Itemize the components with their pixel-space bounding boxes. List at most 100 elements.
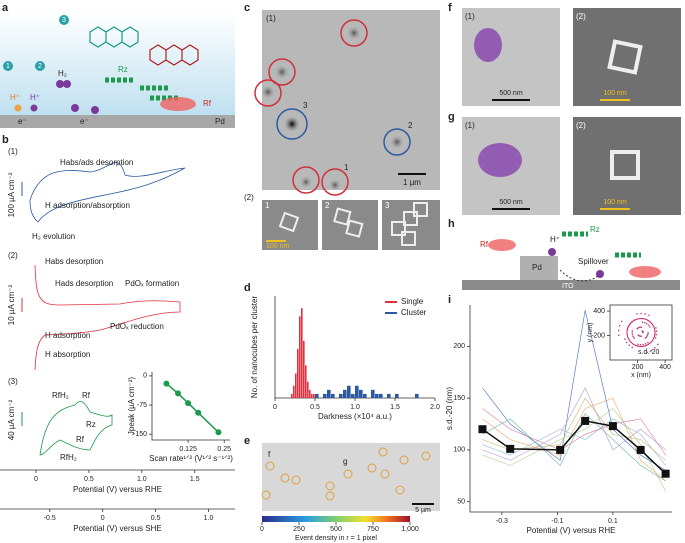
x-tick-label: 0 [260, 526, 264, 533]
localization [646, 335, 649, 337]
x-axis-label: Darkness (×10⁴ a.u.) [318, 412, 392, 421]
molecule-label: H₂ [58, 69, 67, 78]
annotation: Rz [86, 420, 96, 429]
localization [655, 330, 658, 333]
x-axis-label: Potential (V) versus RHE [73, 485, 162, 494]
marker-label: 1 [344, 163, 349, 172]
sub-label: (1) [465, 12, 475, 21]
annotation: H adsorption/absorption [45, 201, 130, 210]
series-line [165, 383, 219, 433]
point [175, 390, 181, 397]
bar [295, 373, 297, 398]
molecule-label: Rf [203, 99, 212, 108]
localization [640, 312, 642, 315]
bar [303, 340, 305, 398]
bar [327, 389, 331, 398]
point [506, 444, 515, 453]
annotation: RfH₂ [60, 453, 77, 462]
x-tick-label: -0.3 [496, 518, 508, 525]
panel-label: h [448, 218, 455, 230]
localization [625, 341, 628, 344]
x-axis-label: Potential (V) versus RHE [527, 526, 616, 535]
annotation: PdOₓ formation [125, 279, 179, 288]
electron: e⁻ [80, 117, 89, 126]
bar [315, 393, 319, 398]
localization [637, 343, 639, 346]
bar [387, 393, 391, 398]
bar [379, 393, 383, 398]
bar [311, 393, 313, 398]
annotation: PdOₓ reduction [110, 322, 164, 331]
localization [636, 327, 639, 330]
h-atom [548, 248, 556, 256]
spots [261, 26, 404, 191]
panel-label: g [448, 111, 455, 123]
sem-image [322, 200, 378, 250]
localization [647, 332, 649, 334]
axes [151, 372, 230, 441]
nanocube [607, 39, 643, 75]
nanocube [610, 150, 640, 180]
scale-label: 10 µA cm⁻² [7, 284, 16, 325]
h-atom [71, 104, 79, 112]
bar [305, 365, 307, 398]
bar [395, 393, 399, 398]
bar [371, 389, 375, 398]
h-atom [596, 270, 604, 278]
annotation: RfH₂ [52, 391, 69, 400]
trace [482, 413, 666, 482]
localization [624, 338, 626, 340]
step-marker [3, 61, 13, 71]
localization [644, 313, 646, 315]
scale-label: 500 nm [499, 90, 523, 97]
y-axis-label: Jpeak (µA cm⁻²) [127, 377, 136, 436]
bar [301, 308, 303, 398]
localization [657, 343, 659, 346]
point [215, 429, 222, 436]
bar [297, 349, 299, 398]
y-tick-label: -150 [133, 431, 147, 438]
bar [339, 393, 343, 398]
scale-label: 100 nm [603, 199, 627, 206]
legend-label: Cluster [401, 308, 427, 317]
localization [645, 322, 648, 325]
sem-image [573, 8, 681, 106]
x-tick-label: 1.0 [137, 476, 147, 483]
sd-circle [626, 318, 656, 347]
ion-label: H⁺ [550, 235, 560, 244]
localization [632, 335, 634, 338]
sub-label: (1) [465, 121, 475, 130]
x-axis-label: Scan rate¹ᐟ² (V¹ᐟ² s⁻¹ᐟ²) [149, 454, 233, 463]
annotation: H absorption [45, 350, 90, 359]
x-tick-label: 1.0 [350, 404, 360, 411]
panel-label: e [244, 435, 250, 447]
y-tick-label: 0 [143, 373, 147, 380]
localization [639, 343, 642, 346]
h2 [63, 80, 71, 88]
bar [375, 393, 379, 398]
resazurin-structure [89, 26, 139, 48]
ito-label: ITO [562, 283, 574, 290]
x-tick-label: 1.5 [390, 404, 400, 411]
bar [309, 389, 311, 398]
molecule-label: Rf [480, 240, 489, 249]
sub-label: (3) [8, 377, 18, 386]
x-tick-label: 0.5 [151, 515, 161, 522]
bar [343, 389, 347, 398]
localization [641, 321, 644, 323]
scale-label: 100 nm [266, 243, 290, 250]
annotation: Habs desorption [45, 257, 103, 266]
markers [254, 19, 411, 196]
event-markers [261, 447, 431, 501]
optical-image [262, 10, 440, 190]
ion: H⁺ [30, 93, 40, 102]
y-tick-label: 200 [453, 343, 465, 350]
annotation: Habs/ads desorption [60, 158, 133, 167]
localization [650, 349, 653, 352]
marker-label: g [343, 457, 347, 466]
sem-image [573, 117, 681, 215]
bar [363, 393, 367, 398]
inset-localizations [617, 312, 659, 354]
localizations [478, 143, 522, 177]
